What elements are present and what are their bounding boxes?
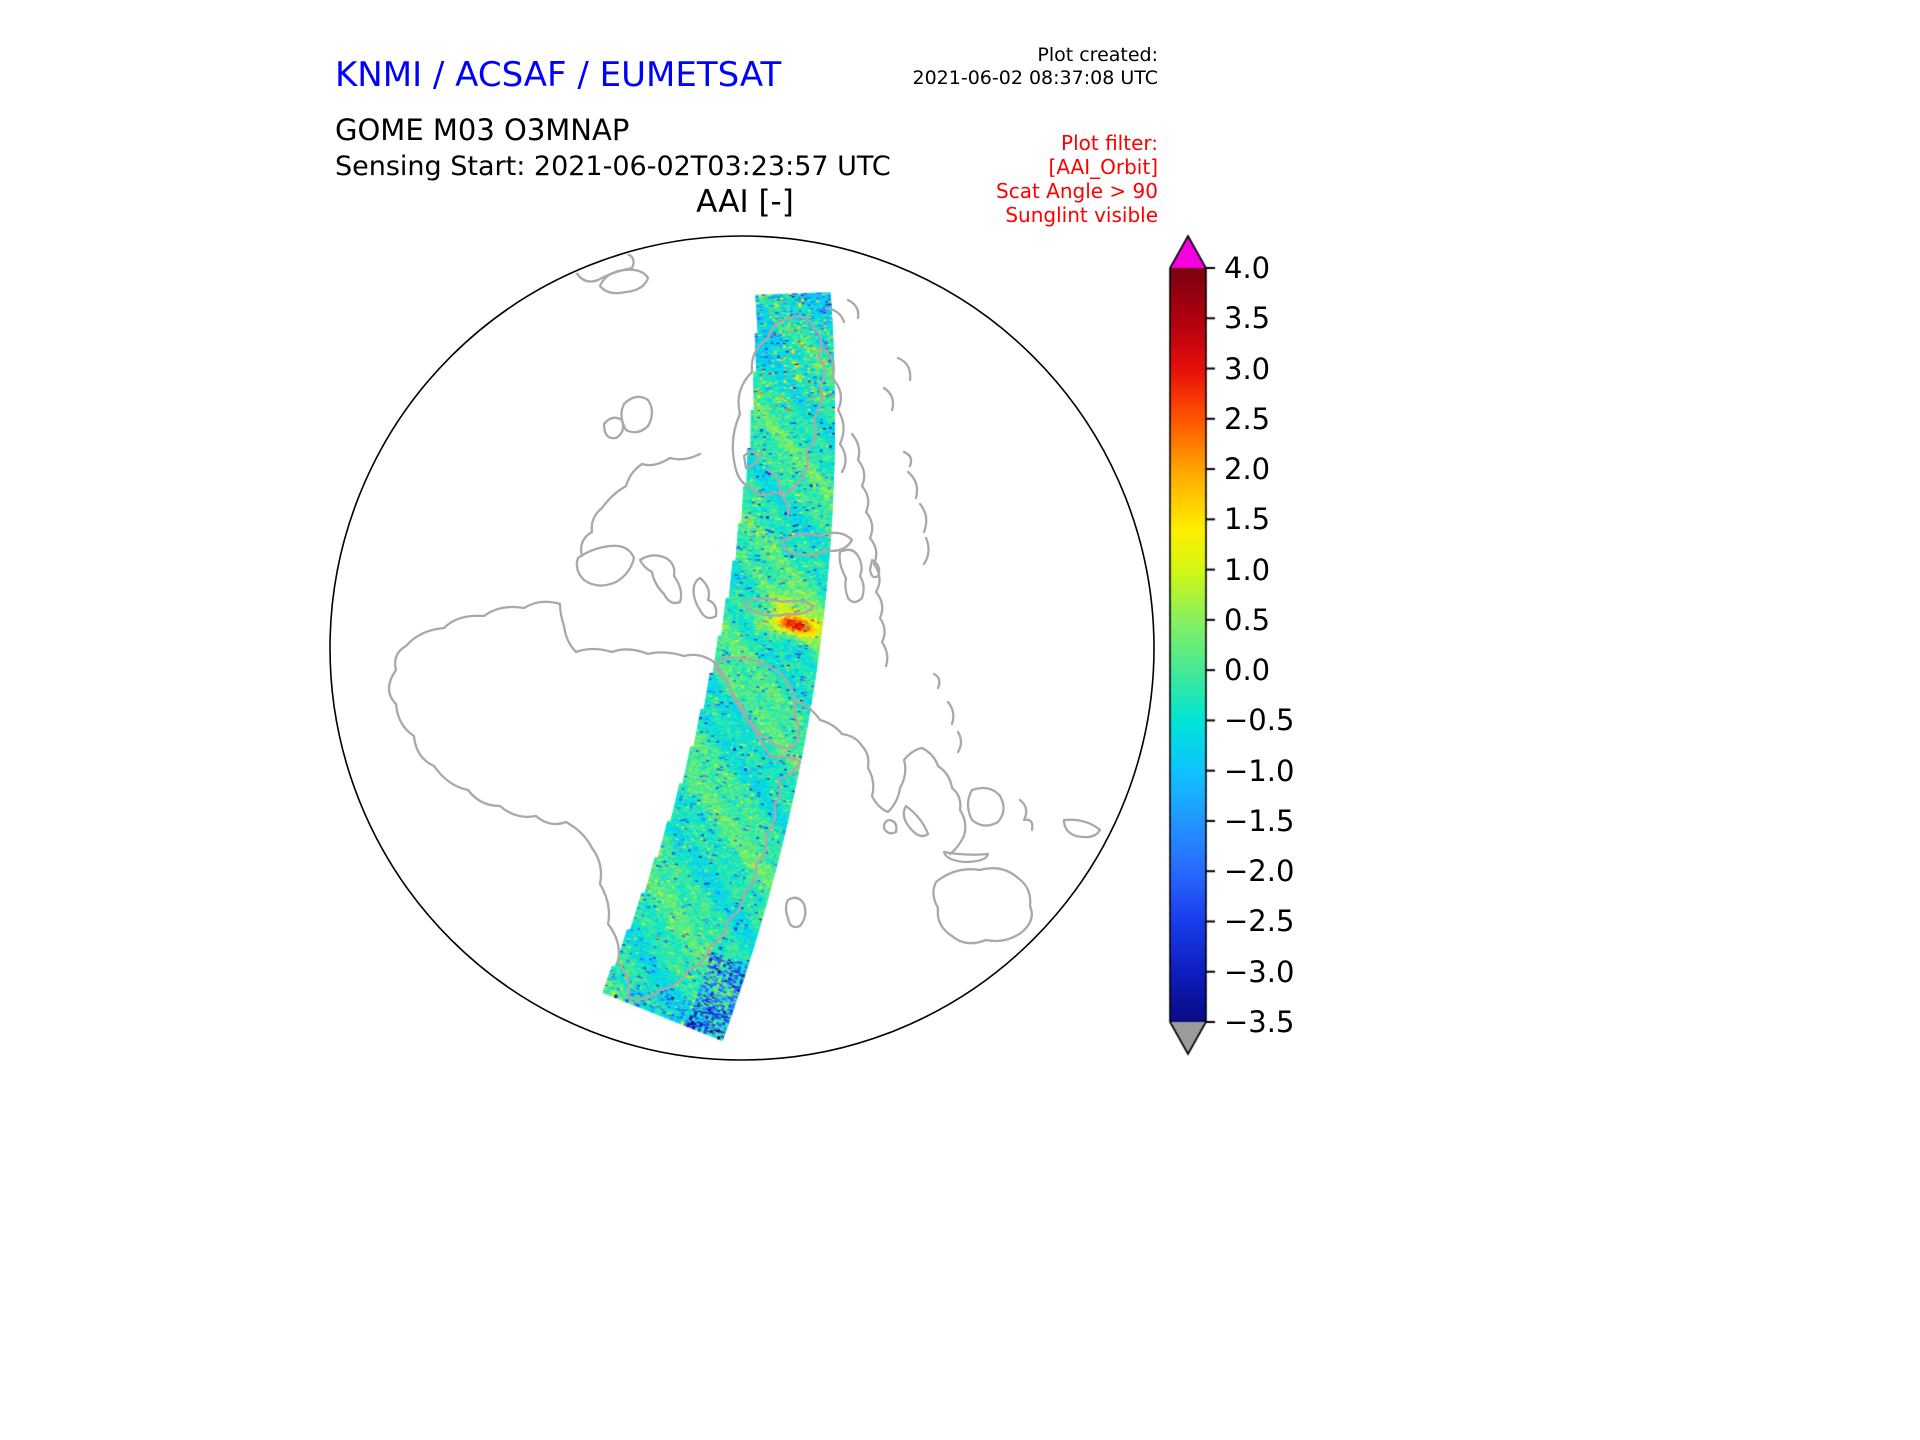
sensing-start: Sensing Start: 2021-06-02T03:23:57 UTC xyxy=(335,151,891,182)
plot-created-label: Plot created: xyxy=(1037,44,1158,66)
plot-created-time: 2021-06-02 08:37:08 UTC xyxy=(912,67,1159,89)
plot-filter-block: Plot filter: [AAI_Orbit] Scat Angle > 90… xyxy=(996,131,1158,227)
map-title: AAI [-] xyxy=(696,184,794,220)
organization-title: KNMI / ACSAF / EUMETSAT xyxy=(335,55,782,95)
plot-filter-line: [AAI_Orbit] xyxy=(1048,155,1158,179)
product-title: GOME M03 O3MNAP xyxy=(335,113,630,147)
plot-filter-line: Plot filter: xyxy=(1061,131,1158,155)
plot-created-block: Plot created: 2021-06-02 08:37:08 UTC xyxy=(913,44,1159,90)
plot-filter-line: Sunglint visible xyxy=(1005,203,1158,227)
plot-filter-line: Scat Angle > 90 xyxy=(996,179,1158,203)
